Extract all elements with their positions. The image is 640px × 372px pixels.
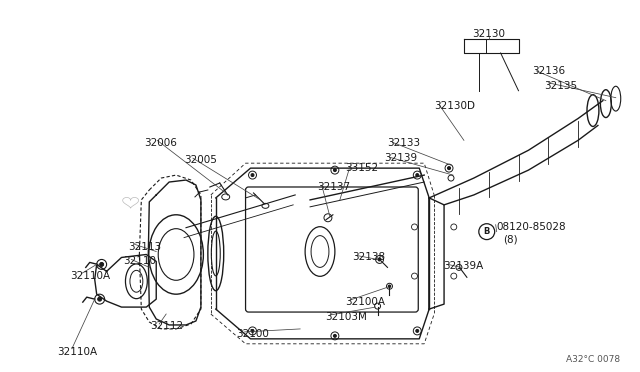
Circle shape: [333, 169, 337, 171]
Text: 32137: 32137: [317, 182, 350, 192]
Text: 32112: 32112: [150, 321, 184, 331]
Text: 32133: 32133: [387, 138, 420, 148]
Text: 32130: 32130: [472, 29, 505, 39]
Text: 32110A: 32110A: [57, 347, 97, 357]
Text: 33152: 33152: [345, 163, 378, 173]
Circle shape: [378, 258, 381, 261]
Circle shape: [251, 330, 254, 333]
Text: 32138: 32138: [352, 251, 385, 262]
Text: 32110A: 32110A: [70, 271, 110, 281]
Text: A32°C 0078: A32°C 0078: [566, 355, 620, 364]
Text: 32006: 32006: [145, 138, 177, 148]
Text: 32005: 32005: [184, 155, 217, 165]
Circle shape: [251, 174, 254, 177]
Text: 32139: 32139: [385, 153, 418, 163]
Text: 32113: 32113: [129, 241, 161, 251]
Text: 32110: 32110: [124, 256, 156, 266]
Text: 32100A: 32100A: [345, 297, 385, 307]
Text: 32103M: 32103M: [325, 312, 367, 322]
Text: 32136: 32136: [532, 66, 566, 76]
Text: B: B: [484, 227, 490, 236]
Circle shape: [98, 297, 102, 301]
Text: 32139A: 32139A: [443, 262, 483, 272]
Circle shape: [416, 174, 419, 177]
Text: 32135: 32135: [544, 81, 577, 91]
Circle shape: [416, 330, 419, 333]
Text: (8): (8): [502, 235, 517, 245]
Circle shape: [100, 262, 104, 266]
Text: 08120-85028: 08120-85028: [497, 222, 566, 232]
Circle shape: [333, 334, 337, 337]
Circle shape: [447, 167, 451, 170]
Text: 32100: 32100: [237, 329, 269, 339]
Text: 32130D: 32130D: [434, 101, 475, 110]
Circle shape: [388, 285, 390, 288]
